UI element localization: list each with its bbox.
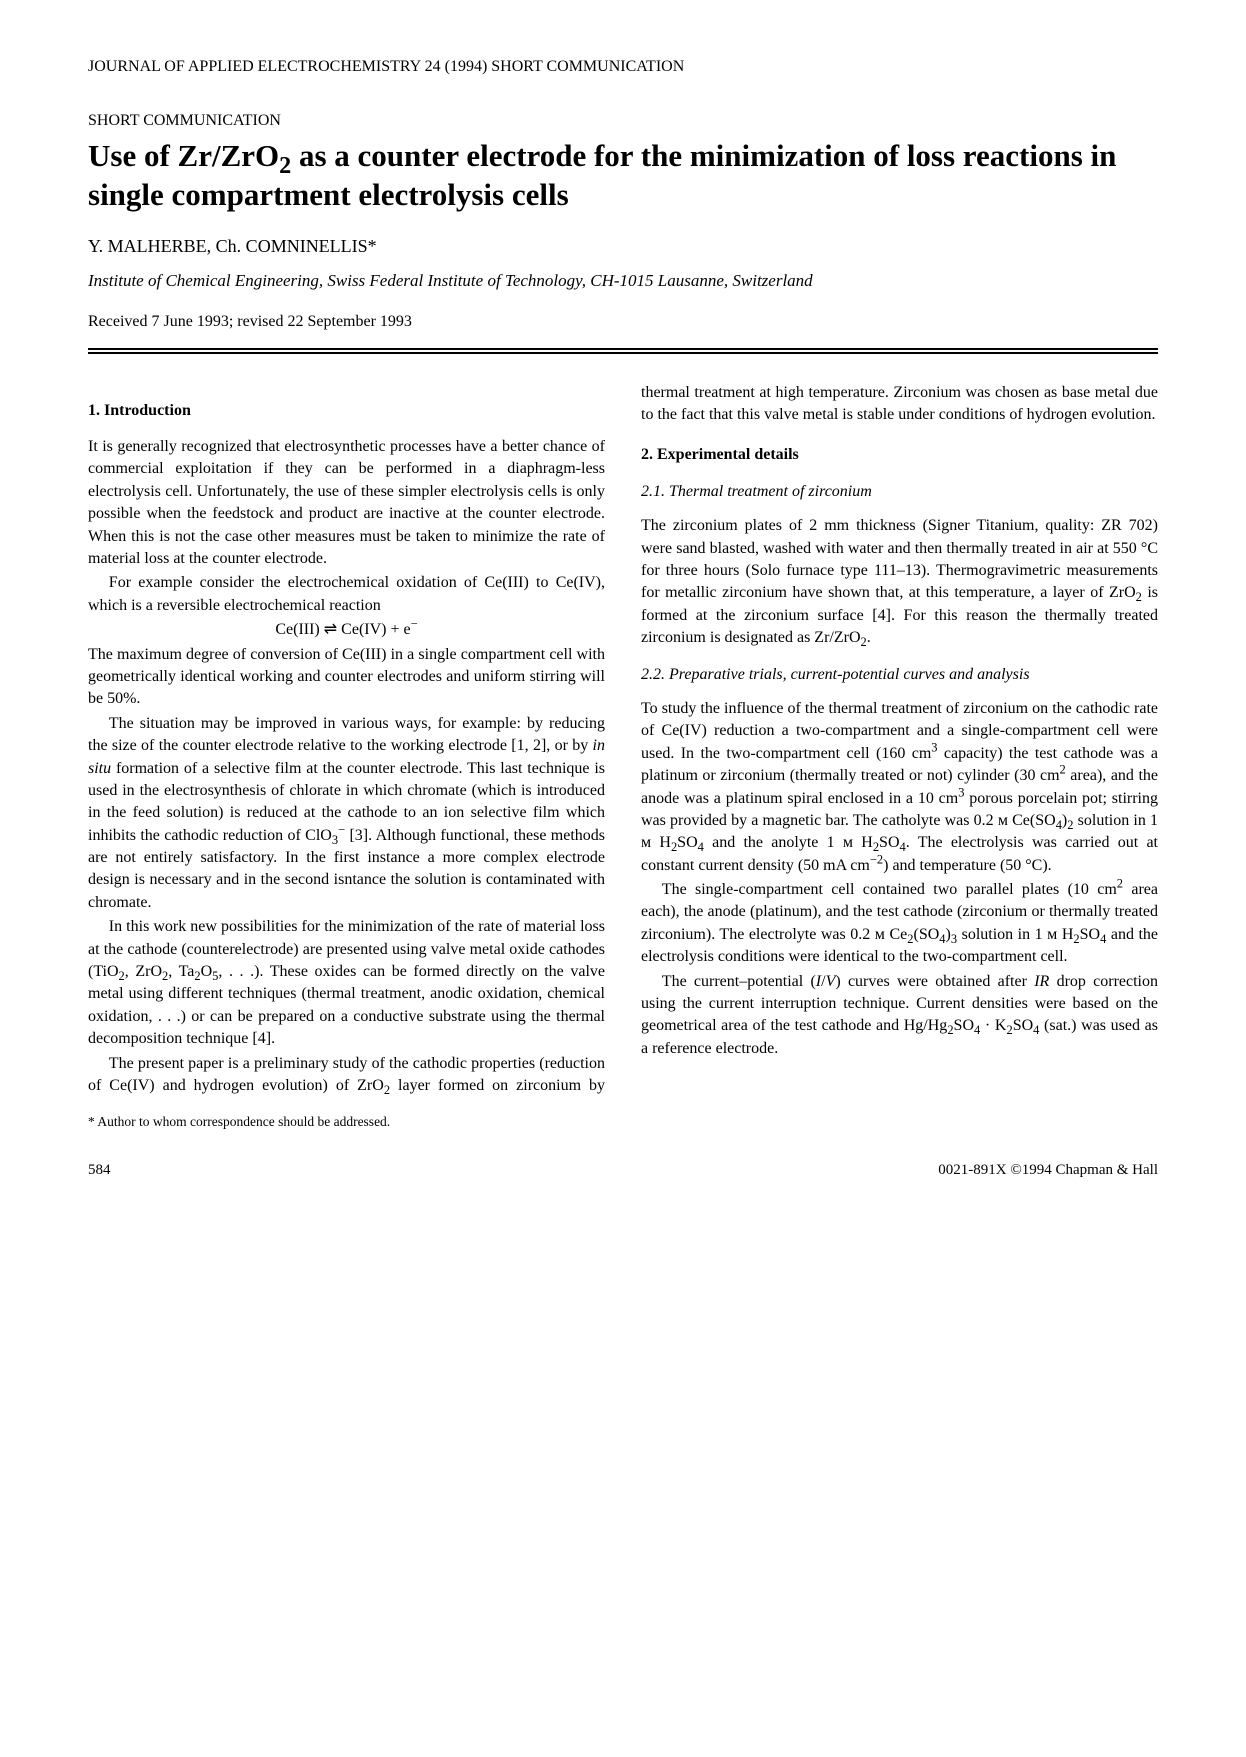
section-2-1-para-1: The zirconium plates of 2 mm thickness (…	[641, 515, 1158, 649]
section-2-2-para-2: The single-compartment cell contained tw…	[641, 879, 1158, 969]
paper-title: Use of Zr/ZrO2 as a counter electrode fo…	[88, 137, 1158, 215]
section-1-heading: 1. Introduction	[88, 400, 605, 422]
section-2-2-heading: 2.2. Preparative trials, current-potenti…	[641, 664, 1158, 686]
section-1-para-2: For example consider the electrochemical…	[88, 572, 605, 617]
section-2-2-para-1: To study the influence of the thermal tr…	[641, 698, 1158, 877]
equation-1: Ce(III) ⇌ Ce(IV) + e−	[88, 619, 605, 641]
section-1-para-3: The maximum degree of conversion of Ce(I…	[88, 644, 605, 711]
section-1-para-1: It is generally recognized that electros…	[88, 436, 605, 570]
section-1-para-5: In this work new possibilities for the m…	[88, 916, 605, 1050]
authors: Y. MALHERBE, Ch. COMNINELLIS*	[88, 234, 1158, 259]
section-2-1-heading: 2.1. Thermal treatment of zirconium	[641, 481, 1158, 503]
section-2-2-para-3: The current–potential (I/V) curves were …	[641, 971, 1158, 1061]
document-type: SHORT COMMUNICATION	[88, 110, 1158, 132]
journal-header: JOURNAL OF APPLIED ELECTROCHEMISTRY 24 (…	[88, 56, 1158, 78]
received-line: Received 7 June 1993; revised 22 Septemb…	[88, 311, 1158, 333]
section-2-heading: 2. Experimental details	[641, 444, 1158, 466]
page-number: 584	[88, 1160, 111, 1181]
corresponding-author-footnote: * Author to whom correspondence should b…	[88, 1113, 1158, 1132]
section-1-para-4: The situation may be improved in various…	[88, 713, 605, 915]
issn-copyright: 0021-891X ©1994 Chapman & Hall	[938, 1160, 1158, 1181]
page-footer: 584 0021-891X ©1994 Chapman & Hall	[88, 1160, 1158, 1181]
section-rule	[88, 348, 1158, 354]
affiliation: Institute of Chemical Engineering, Swiss…	[88, 269, 1158, 293]
body-columns: 1. Introduction It is generally recogniz…	[88, 382, 1158, 1098]
